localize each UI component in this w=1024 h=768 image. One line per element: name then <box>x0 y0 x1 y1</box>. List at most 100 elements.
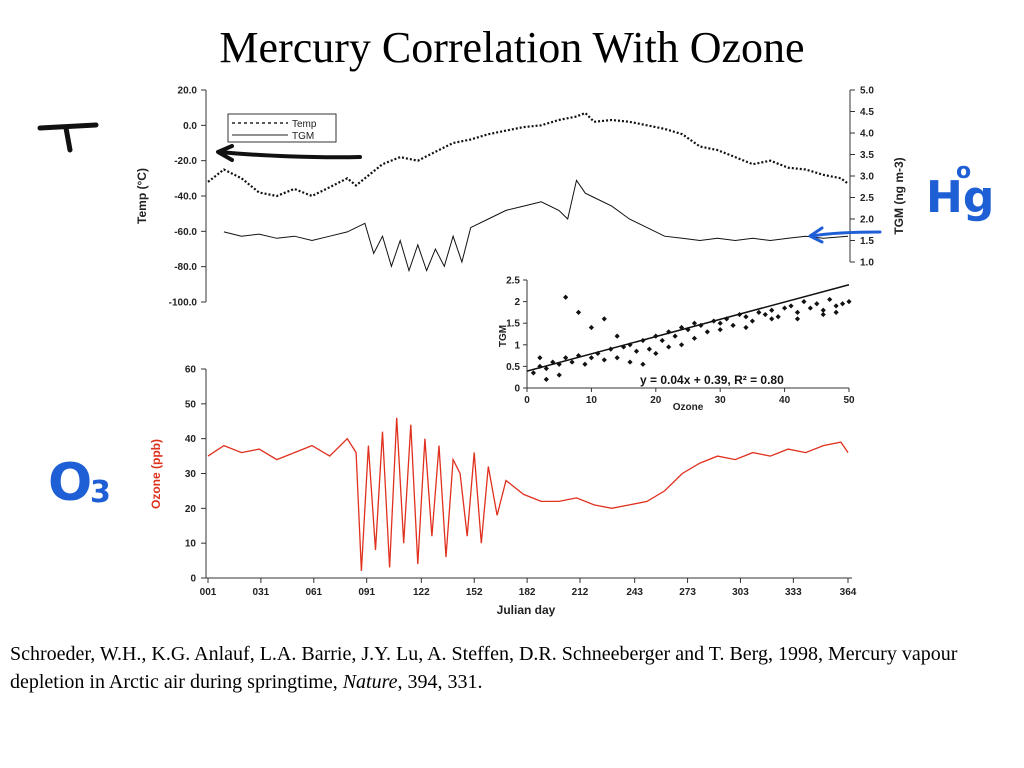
temp-axis: 20.0 0.0 -20.0 -40.0 -60.0 -80.0 -100.0 <box>169 86 207 309</box>
scatter-point <box>621 344 627 350</box>
ozone-axis: 0 10 20 30 40 50 60 <box>185 365 207 585</box>
inset-x-tick-label: 0 <box>524 395 530 406</box>
temp-tick-label: 20.0 <box>178 86 198 97</box>
scatter-point <box>640 361 646 367</box>
inset-x-tick-label: 50 <box>843 395 855 406</box>
ozone-chart: 0 10 20 30 40 50 60 001 031 061 091 122 152 182 212 24… <box>149 365 857 618</box>
scatter-point <box>614 355 620 361</box>
scatter-point <box>743 324 749 331</box>
ozone-axis-label: Ozone (ppb) <box>149 439 163 509</box>
citation: Schroeder, W.H., K.G. Anlauf, L.A. Barri… <box>10 640 1014 696</box>
inset-y-tick-label: 0.5 <box>506 362 520 373</box>
mercury-symbol: Hg <box>926 172 994 223</box>
scatter-point <box>769 307 775 313</box>
scatter-point <box>833 303 839 309</box>
scatter-point <box>717 320 723 326</box>
scatter-point <box>827 296 833 303</box>
ozone-tick-label: 50 <box>185 399 197 410</box>
scatter-point <box>543 376 549 382</box>
scatter-point <box>691 335 698 341</box>
inset-y-label: TGM <box>498 325 509 347</box>
scatter-point <box>749 318 755 324</box>
handwritten-annotations: T Hg o O 3 <box>37 122 994 513</box>
ozone-tick-label: 20 <box>185 504 197 515</box>
temp-tick-label: -60.0 <box>174 227 197 238</box>
scatter-point <box>530 370 537 376</box>
scatter-point <box>588 355 594 361</box>
inset-y-tick-label: 0 <box>514 384 520 395</box>
tgm-tick-label: 2.5 <box>860 193 874 204</box>
ozone-tick-label: 10 <box>185 539 197 550</box>
julian-day-tick-label: 333 <box>785 587 802 598</box>
julian-day-axis-label: Julian day <box>497 603 556 617</box>
scatter-point <box>762 311 768 318</box>
tgm-axis: 5.0 4.5 4.0 3.5 3.0 2.5 2.0 1.5 1.0 <box>849 86 874 269</box>
ozone-tick-label: 60 <box>185 365 197 376</box>
scatter-point <box>556 372 562 378</box>
scatter-point <box>782 305 788 311</box>
scatter-point <box>820 311 826 318</box>
scatter-point <box>582 361 588 367</box>
scatter-point <box>614 333 620 339</box>
scatter-point <box>794 309 801 315</box>
temp-tick-label: -20.0 <box>174 156 197 167</box>
julian-day-tick-label: 091 <box>358 587 375 598</box>
inset-axes: 0 0.5 1 1.5 2 2.5 0 10 20 30 40 50 <box>506 276 855 407</box>
julian-day-tick-label: 243 <box>626 587 643 598</box>
julian-day-tick-label: 152 <box>466 587 483 598</box>
scatter-point <box>775 314 781 320</box>
temp-symbol-stem <box>63 125 73 153</box>
scatter-point <box>820 307 826 313</box>
scatter-point <box>807 305 813 311</box>
scatter-point <box>543 365 549 372</box>
julian-day-tick-label: 212 <box>572 587 589 598</box>
inset-x-tick-label: 20 <box>650 395 662 406</box>
tgm-tick-label: 5.0 <box>860 86 874 97</box>
tgm-tick-label: 3.0 <box>860 172 874 183</box>
scatter-point <box>575 353 582 359</box>
legend-temp-label: Temp <box>292 119 317 130</box>
tgm-tick-label: 1.0 <box>860 258 874 269</box>
temp-tick-label: -100.0 <box>169 298 198 309</box>
scatter-point <box>788 303 794 309</box>
julian-day-tick-label: 303 <box>732 587 749 598</box>
scatter-point <box>537 363 543 369</box>
scatter-point <box>556 361 562 367</box>
scatter-point <box>633 348 640 354</box>
ozone-subscript: 3 <box>90 475 111 510</box>
scatter-point <box>769 316 775 322</box>
ozone-symbol: O <box>48 453 92 513</box>
scatter-point <box>743 314 749 320</box>
ozone-tick-label: 40 <box>185 434 197 445</box>
scatter-point <box>659 337 665 344</box>
scatter-point <box>653 350 659 357</box>
julian-day-tick-label: 001 <box>200 587 217 598</box>
inset-x-tick-label: 40 <box>779 395 791 406</box>
inset-y-tick-label: 2.5 <box>506 276 520 287</box>
tgm-tick-label: 1.5 <box>860 236 874 247</box>
citation-text: Schroeder, W.H., K.G. Anlauf, L.A. Barri… <box>10 643 958 693</box>
scatter-point <box>678 342 685 348</box>
temp-arrow-head-icon <box>216 144 234 162</box>
scatter-point <box>601 316 607 322</box>
fit-equation: y = 0.04x + 0.39, R² = 0.80 <box>640 373 784 387</box>
inset-x-label: Ozone <box>673 402 704 413</box>
julian-day-tick-label: 122 <box>413 587 430 598</box>
temp-tick-label: -80.0 <box>174 262 197 273</box>
citation-volume: , 394, 331. <box>397 671 483 693</box>
tgm-tick-label: 4.0 <box>860 129 874 140</box>
scatter-point <box>717 327 723 333</box>
tgm-tick-label: 2.0 <box>860 215 874 226</box>
scatter-point <box>672 333 678 339</box>
scatter-point <box>601 357 607 363</box>
scatter-point <box>814 301 820 307</box>
scatter-point <box>563 355 569 361</box>
inset-y-tick-label: 1 <box>514 340 520 351</box>
scatter-point <box>846 299 852 305</box>
tgm-axis-label: TGM (ng m-3) <box>892 157 906 234</box>
temp-tick-label: 0.0 <box>183 121 197 132</box>
julian-day-tick-label: 031 <box>253 587 270 598</box>
ozone-tick-label: 30 <box>185 469 197 480</box>
tgm-tick-label: 4.5 <box>860 107 874 118</box>
slide-title: Mercury Correlation With Ozone <box>219 23 805 72</box>
